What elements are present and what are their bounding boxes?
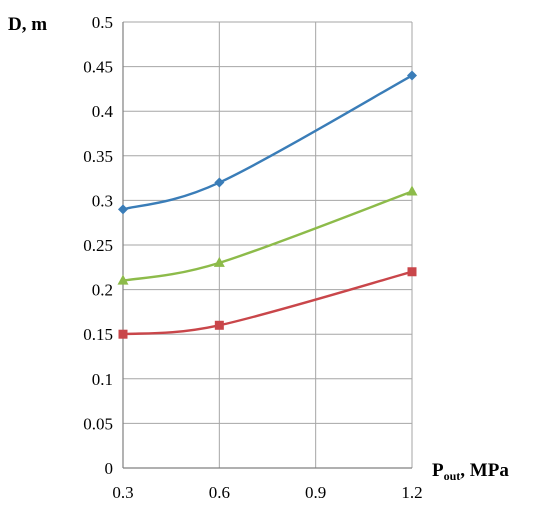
series-2-point [213, 256, 225, 267]
y-axis-label: D, m [8, 14, 47, 35]
series-3-point [407, 267, 417, 277]
series-3-point [214, 320, 224, 330]
y-tick-label: 0.1 [92, 370, 113, 389]
y-tick-label: 0.15 [83, 325, 113, 344]
x-axis-label: Pout, MPa [432, 460, 509, 483]
series-line-1 [122, 74, 413, 211]
x-axis-label-subscript: out [444, 469, 461, 483]
x-tick-labels: 0.3 0.6 0.9 1.2 [112, 483, 422, 502]
series-line-2 [122, 190, 413, 282]
y-tick-label: 0.5 [92, 13, 113, 32]
series-2-point [117, 274, 129, 285]
series-1-point [407, 70, 417, 81]
series-1-point [214, 177, 225, 188]
series-3-point [118, 329, 128, 339]
y-tick-label: 0.35 [83, 147, 113, 166]
y-tick-label: 0.3 [92, 191, 113, 210]
y-tick-label: 0.45 [83, 58, 113, 77]
x-tick-label: 0.6 [209, 483, 230, 502]
y-tick-labels: 0 0.05 0.1 0.15 0.2 0.25 0.3 0.35 0.4 0.45 0.5 [83, 13, 113, 478]
y-tick-label: 0 [105, 459, 114, 478]
series-line-3 [122, 270, 413, 336]
y-tick-label: 0.2 [92, 281, 113, 300]
x-axis-label-main: P [432, 460, 444, 481]
x-tick-label: 1.2 [401, 483, 422, 502]
y-tick-label: 0.05 [83, 414, 113, 433]
y-tick-label: 0.4 [92, 102, 114, 121]
x-axis-label-rest: , MPa [460, 460, 509, 481]
y-tick-label: 0.25 [83, 236, 113, 255]
series-group [117, 70, 418, 339]
x-tick-label: 0.3 [112, 483, 133, 502]
series-1-point [118, 204, 128, 215]
x-tick-label: 0.9 [305, 483, 326, 502]
series-2-point [406, 185, 418, 196]
